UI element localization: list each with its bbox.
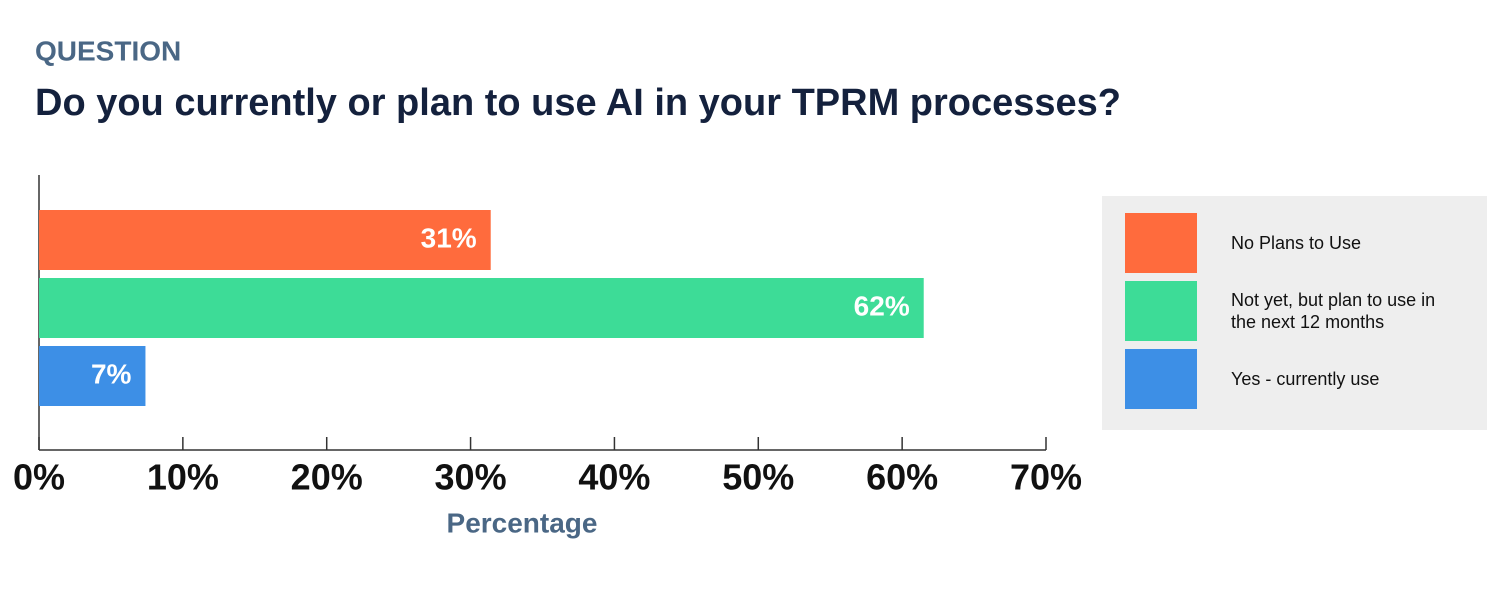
- legend-item: No Plans to Use: [1125, 213, 1465, 273]
- chart-title: Do you currently or plan to use AI in yo…: [35, 82, 1121, 124]
- x-axis-label: Percentage: [447, 507, 598, 538]
- data-label: 62%: [854, 290, 910, 321]
- legend-swatch: [1125, 349, 1197, 409]
- legend-label: No Plans to Use: [1231, 232, 1362, 253]
- legend-swatch: [1125, 213, 1197, 273]
- x-tick-label: 0%: [13, 457, 65, 498]
- bar: [39, 210, 491, 270]
- legend: No Plans to Use Not yet, but plan to use …: [1102, 196, 1487, 430]
- header: QUESTION: [35, 35, 181, 66]
- x-tick-label: 60%: [866, 457, 938, 498]
- legend-label: Not yet, but plan to use in the next 12 …: [1231, 289, 1436, 333]
- legend-swatch: [1125, 281, 1197, 341]
- legend-item: Yes - currently use: [1125, 349, 1465, 409]
- data-label: 7%: [91, 358, 132, 389]
- x-tick-label: 70%: [1010, 457, 1082, 498]
- x-tick-label: 30%: [435, 457, 507, 498]
- x-tick-label: 50%: [722, 457, 794, 498]
- legend-label: Yes - currently use: [1231, 368, 1380, 389]
- bar: [39, 278, 924, 338]
- x-tick-label: 40%: [578, 457, 650, 498]
- x-tick-label: 10%: [147, 457, 219, 498]
- x-tick-label: 20%: [291, 457, 363, 498]
- bar: [39, 346, 146, 406]
- legend-item: Not yet, but plan to use in the next 12 …: [1125, 281, 1465, 341]
- data-label: 31%: [421, 222, 477, 253]
